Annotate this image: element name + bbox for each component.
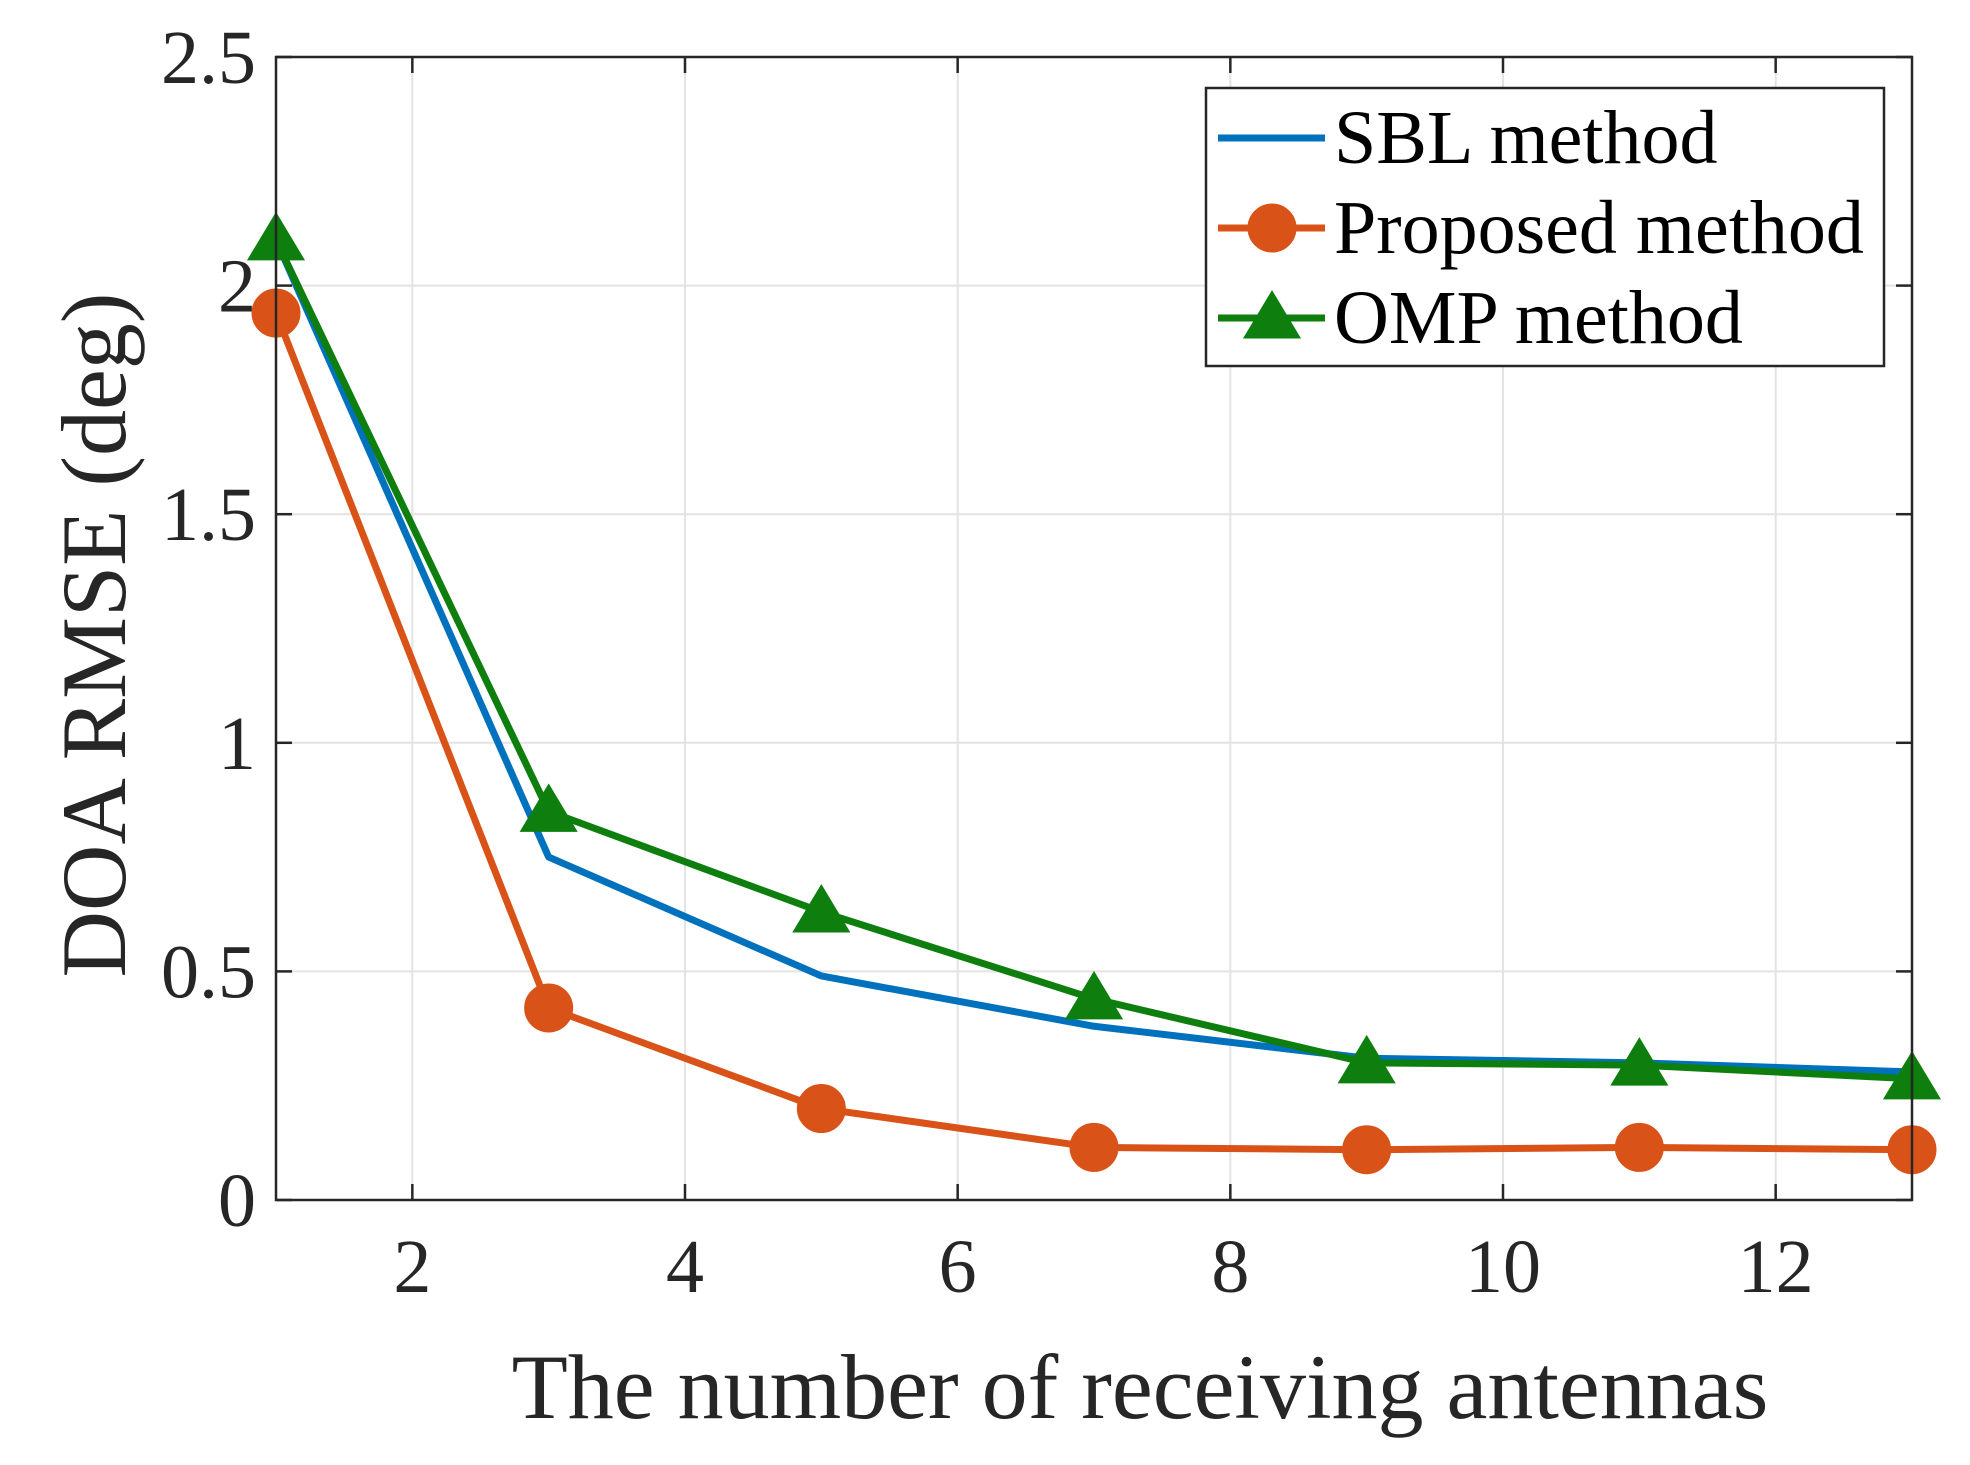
- y-tick-label: 2: [218, 245, 256, 329]
- tick-labels: 2 4 6 8 10 12 0 0.5 1 1.5 2 2.5: [161, 16, 1814, 1309]
- proposed-method-series: [251, 288, 1937, 1175]
- omp-method-series: [246, 211, 1942, 1100]
- proposed-method-point: [796, 1084, 846, 1134]
- x-tick-label: 12: [1738, 1225, 1814, 1309]
- legend-label: Proposed method: [1334, 186, 1864, 270]
- axes-box: [274, 55, 1914, 1202]
- y-tick-label: 2.5: [161, 16, 256, 100]
- x-tick-label: 2: [393, 1225, 431, 1309]
- omp-method-point: [1337, 1034, 1396, 1084]
- omp-method-point: [519, 783, 578, 832]
- legend-item-proposed-method: Proposed method: [1218, 186, 1864, 270]
- proposed-method-point: [524, 983, 574, 1033]
- proposed-method-point: [1069, 1122, 1119, 1172]
- y-tick-label: 0: [218, 1159, 256, 1243]
- proposed-method-point: [1342, 1125, 1392, 1175]
- x-tick-label: 4: [666, 1225, 704, 1309]
- x-tick-label: 8: [1211, 1225, 1249, 1309]
- legend-label: OMP method: [1334, 276, 1743, 360]
- y-tick-label: 0.5: [161, 930, 256, 1014]
- y-tick-label: 1: [218, 702, 256, 786]
- legend-marker: [1242, 290, 1302, 339]
- y-tick-label: 1.5: [161, 473, 256, 557]
- x-tick-label: 10: [1465, 1225, 1541, 1309]
- proposed-method-point: [1614, 1122, 1664, 1172]
- ticks: [276, 55, 1912, 1202]
- legend-item-omp-method: OMP method: [1218, 276, 1743, 360]
- plot-lines: [246, 211, 1942, 1175]
- y-axis-title: DOA RMSE (deg): [43, 293, 145, 978]
- legend-label: SBL method: [1334, 96, 1718, 180]
- legend-item-sbl-method: SBL method: [1218, 96, 1718, 180]
- legend-marker: [1247, 203, 1297, 253]
- omp-method-point: [1610, 1037, 1669, 1086]
- x-tick-label: 6: [939, 1225, 977, 1309]
- omp-method-point: [792, 884, 851, 933]
- omp-method-point: [1064, 970, 1124, 1020]
- x-axis-title: The number of receiving antennas: [512, 1336, 1769, 1438]
